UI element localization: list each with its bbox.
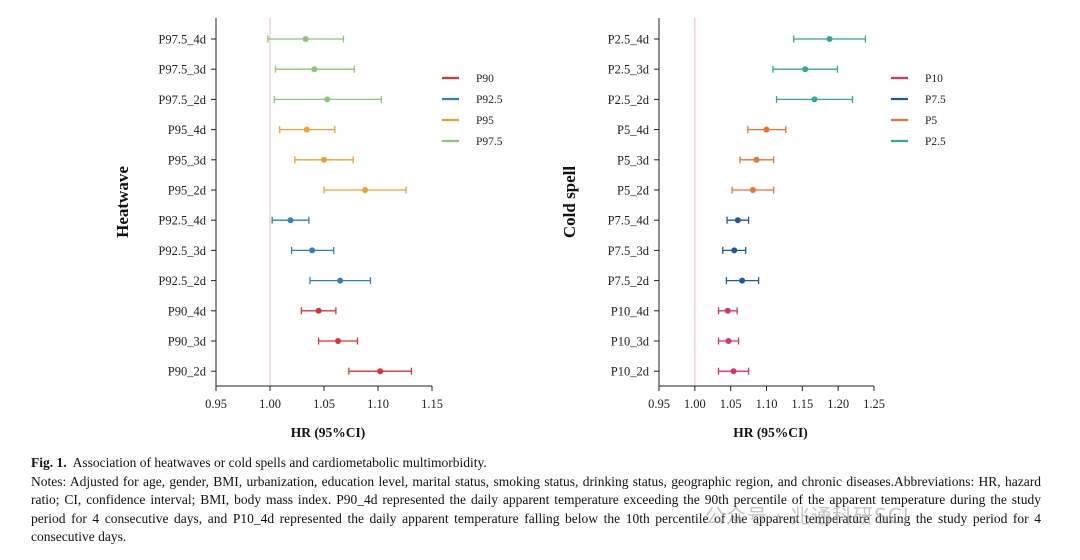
hr-point bbox=[311, 66, 318, 73]
legend-label: P95 bbox=[476, 115, 494, 127]
y-tick-label: P95_3d bbox=[168, 153, 207, 167]
figure-label: Fig. 1. bbox=[31, 455, 67, 470]
y-tick-label: P10_3d bbox=[611, 335, 650, 349]
y-tick-label: P92.5_3d bbox=[158, 244, 206, 258]
hr-point bbox=[731, 247, 738, 254]
x-tick-label: 1.20 bbox=[827, 397, 849, 411]
y-tick-label: P92.5_2d bbox=[158, 274, 206, 288]
y-tick-label: P5_2d bbox=[617, 184, 650, 198]
y-tick-label: P10_4d bbox=[611, 304, 650, 318]
hr-point bbox=[337, 277, 344, 284]
hr-point bbox=[730, 368, 737, 375]
hr-point bbox=[749, 187, 756, 193]
hr-point bbox=[763, 126, 770, 133]
hr-point bbox=[826, 36, 833, 42]
hr-point bbox=[303, 126, 310, 133]
y-tick-label: P10_2d bbox=[611, 365, 650, 379]
y-tick-label: P95_2d bbox=[168, 184, 207, 198]
legend-label: P10 bbox=[925, 73, 943, 85]
x-tick-label: 0.95 bbox=[648, 397, 670, 411]
y-tick-label: P97.5_3d bbox=[158, 63, 206, 77]
x-tick-label: 0.95 bbox=[205, 397, 227, 411]
x-tick-label: 1.05 bbox=[313, 397, 335, 411]
hr-point bbox=[335, 338, 342, 344]
hr-point bbox=[753, 156, 760, 163]
hr-point bbox=[302, 36, 309, 42]
y-tick-label: P5_4d bbox=[617, 123, 650, 137]
hr-point bbox=[315, 307, 322, 314]
y-tick-label: P90_4d bbox=[168, 304, 207, 318]
legend-label: P92.5 bbox=[476, 94, 503, 106]
hr-point bbox=[362, 187, 369, 193]
y-tick-label: P7.5_3d bbox=[608, 244, 650, 258]
y-tick-label: P2.5_3d bbox=[608, 63, 650, 77]
y-tick-label: P2.5_2d bbox=[608, 93, 650, 107]
y-tick-label: P90_3d bbox=[168, 335, 207, 349]
figure-caption: Fig. 1. Association of heatwaves or cold… bbox=[31, 454, 1041, 547]
figure-notes: Notes: Adjusted for age, gender, BMI, ur… bbox=[31, 473, 1041, 545]
hr-point bbox=[324, 96, 331, 103]
hr-point bbox=[309, 247, 316, 254]
x-tick-label: 1.00 bbox=[259, 397, 281, 411]
figure-title: Association of heatwaves or cold spells … bbox=[72, 455, 487, 470]
legend-label: P90 bbox=[476, 73, 494, 85]
x-axis-label: HR (95%CI) bbox=[291, 425, 366, 440]
y-tick-label: P90_2d bbox=[168, 365, 207, 379]
x-tick-label: 1.15 bbox=[421, 397, 443, 411]
x-tick-label: 1.10 bbox=[756, 397, 778, 411]
y-tick-label: P5_3d bbox=[617, 153, 650, 167]
y-axis-label: Heatwave bbox=[113, 166, 132, 238]
y-tick-label: P97.5_2d bbox=[158, 93, 206, 107]
y-tick-label: P7.5_4d bbox=[608, 214, 650, 228]
y-axis-label: Cold spell bbox=[560, 166, 579, 239]
x-tick-label: 1.05 bbox=[720, 397, 742, 411]
y-tick-label: P97.5_4d bbox=[158, 33, 206, 47]
x-axis-label: HR (95%CI) bbox=[733, 425, 808, 440]
hr-point bbox=[802, 66, 809, 73]
hr-point bbox=[739, 277, 746, 284]
legend-label: P2.5 bbox=[925, 136, 946, 148]
x-tick-label: 1.25 bbox=[863, 397, 885, 411]
hr-point bbox=[287, 217, 294, 224]
x-tick-label: 1.10 bbox=[367, 397, 389, 411]
hr-point bbox=[734, 217, 741, 224]
x-tick-label: 1.15 bbox=[791, 397, 813, 411]
y-tick-label: P7.5_2d bbox=[608, 274, 650, 288]
hr-point bbox=[725, 338, 732, 344]
forest-plots: 0.95 1.00 1.05 1.10 1.15 HR (95%CI) Heatwave P9… bbox=[113, 18, 946, 440]
y-tick-label: P2.5_4d bbox=[608, 33, 650, 47]
legend-label: P5 bbox=[925, 115, 937, 127]
y-tick-label: P95_4d bbox=[168, 123, 207, 137]
hr-point bbox=[724, 307, 731, 314]
watermark-text: 公众号 · 兆通科研SCI bbox=[705, 504, 910, 528]
y-tick-label: P92.5_4d bbox=[158, 214, 206, 228]
hr-point bbox=[811, 96, 818, 103]
legend-label: P7.5 bbox=[925, 94, 946, 106]
hr-point bbox=[321, 156, 327, 163]
legend-label: P97.5 bbox=[476, 136, 503, 148]
hr-point bbox=[377, 368, 384, 375]
x-tick-label: 1.00 bbox=[684, 397, 706, 411]
